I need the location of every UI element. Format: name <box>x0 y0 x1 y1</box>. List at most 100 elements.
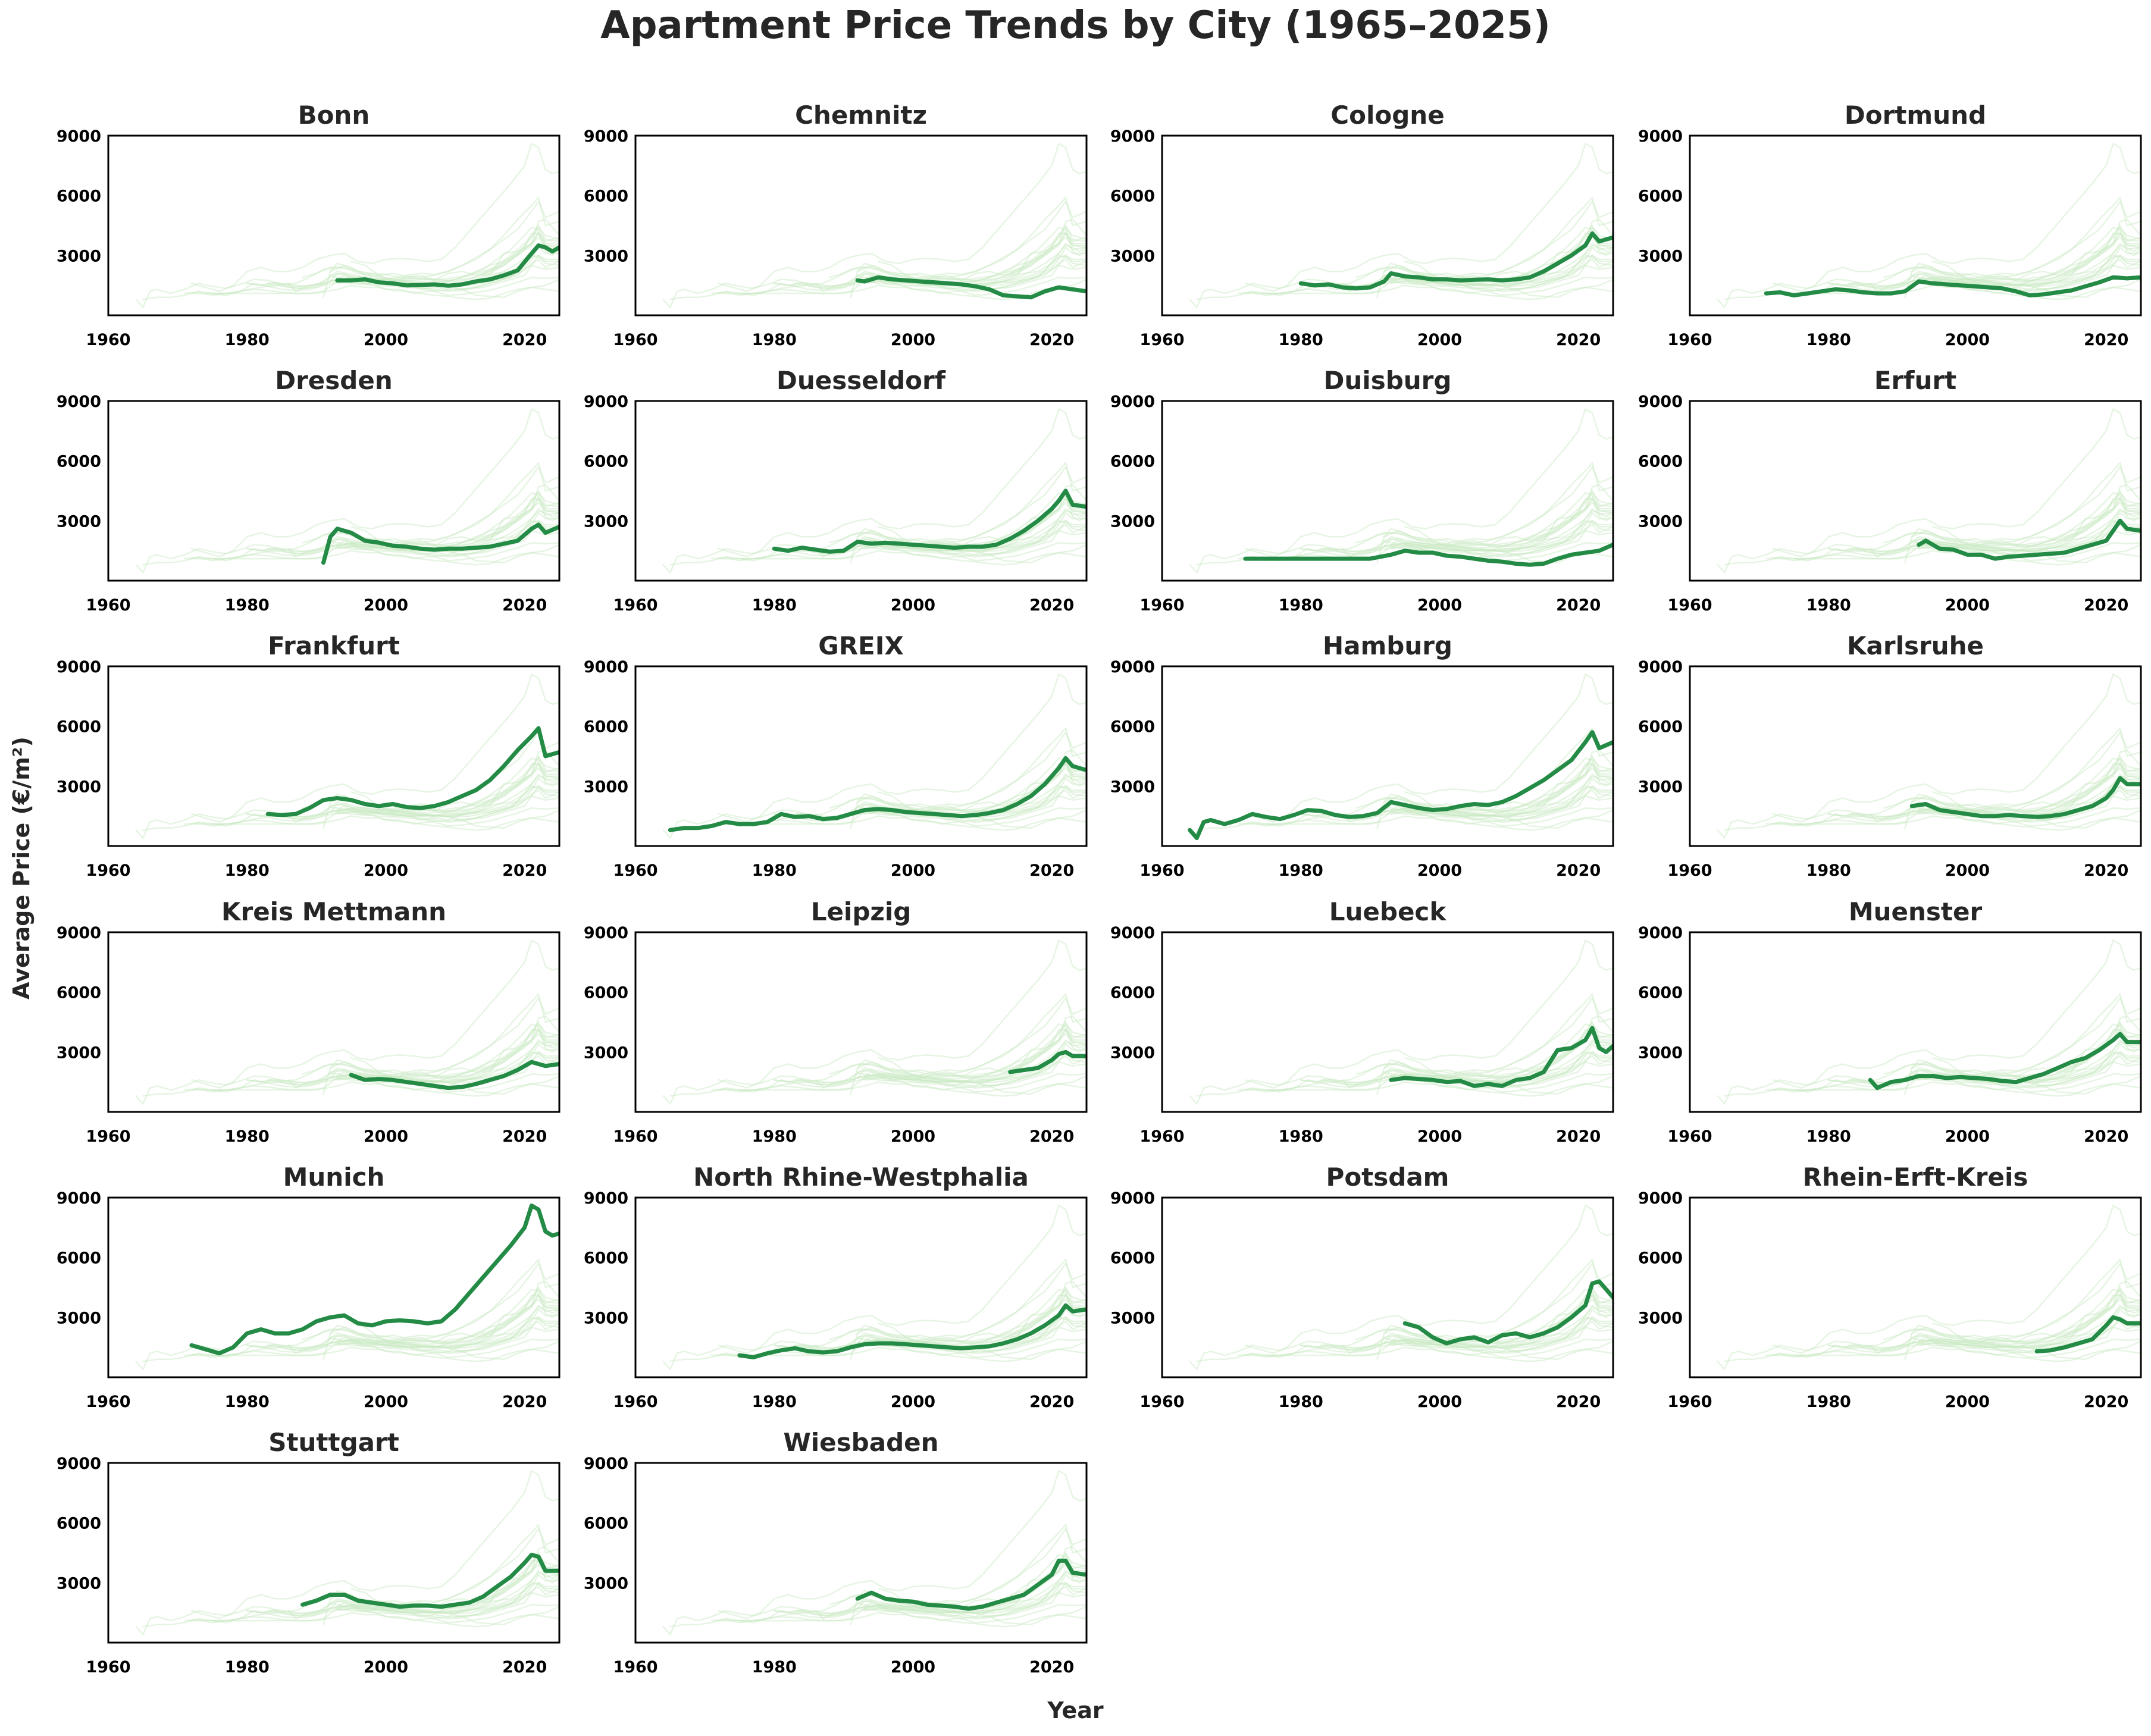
x-tick-label: 2000 <box>1945 596 1990 615</box>
context-line-muenster <box>287 1563 559 1619</box>
context-line-duesseldorf <box>246 224 559 287</box>
x-tick-label: 2020 <box>1556 1127 1601 1146</box>
context-line-bonn <box>1390 775 1613 817</box>
axes-frame <box>107 1462 561 1644</box>
context-line-wiesbaden <box>329 498 559 548</box>
y-tick-label: 9000 <box>1110 924 1155 942</box>
context-line-erfurt <box>863 520 1087 560</box>
context-line-rhein-erft-kreis <box>1508 785 1613 821</box>
context-line-hamburg <box>1189 1262 1613 1370</box>
context-line-hamburg <box>662 731 1087 839</box>
context-line-north-rhine-westphalia <box>1265 242 1613 296</box>
context-line-hamburg <box>135 466 559 574</box>
background-lines <box>1189 143 1613 308</box>
context-line-wiesbaden <box>1911 233 2141 283</box>
context-line-wiesbaden <box>856 1295 1087 1345</box>
y-tick-label: 9000 <box>584 127 628 146</box>
x-tick-label: 1960 <box>613 861 657 880</box>
y-tick-label: 6000 <box>1110 984 1155 1002</box>
context-line-potsdam <box>877 1015 1087 1079</box>
context-line-stuttgart <box>1355 1289 1613 1342</box>
context-line-duesseldorf <box>1827 224 2141 287</box>
context-line-leipzig <box>1536 255 1613 277</box>
context-line-frankfurt <box>1848 462 2141 551</box>
context-line-cologne <box>773 1029 1087 1086</box>
subplot-title: Bonn <box>298 101 370 130</box>
x-tick-label: 2000 <box>1417 861 1462 880</box>
series-line-leipzig <box>1008 1049 1087 1074</box>
context-line-duesseldorf <box>246 755 559 818</box>
y-tick-label: 9000 <box>57 1189 101 1208</box>
context-line-stuttgart <box>302 227 559 280</box>
x-tick-label: 1960 <box>1667 1393 1712 1411</box>
context-line-munich <box>1772 143 2141 292</box>
x-tick-label: 1980 <box>225 861 270 880</box>
context-line-cologne <box>246 233 559 289</box>
context-line-munich <box>718 1470 1087 1619</box>
context-line-duisburg <box>1772 809 2141 831</box>
context-line-duesseldorf <box>773 1286 1087 1349</box>
x-tick-label: 1960 <box>613 1127 657 1146</box>
context-line-leipzig <box>482 1051 559 1073</box>
background-lines <box>135 673 559 839</box>
context-line-wiesbaden <box>1911 763 2141 813</box>
context-line-duisburg <box>1244 809 1613 831</box>
subplot-title: Erfurt <box>1874 366 1956 395</box>
context-line-kreis-mettmann <box>350 795 559 823</box>
axes-frame <box>107 400 561 582</box>
y-tick-label: 6000 <box>1638 984 1683 1002</box>
context-line-muenster <box>1341 502 1613 557</box>
context-line-kreis-mettmann <box>1931 264 2141 292</box>
context-line-muenster <box>1869 502 2141 557</box>
context-line-rhein-erft-kreis <box>1508 1051 1613 1087</box>
y-tick-label: 6000 <box>1638 453 1683 471</box>
x-axis-label: Year <box>1047 1697 1104 1724</box>
series-line-greix <box>668 756 1087 832</box>
context-line-rhein-erft-kreis <box>981 785 1087 821</box>
context-line-chemnitz <box>1383 1073 1613 1095</box>
subplot-karlsruhe: Karlsruhe 1960 1980 2000 2020 3000 6000 9000 <box>1638 631 2142 880</box>
x-tick-label: 1980 <box>752 1393 797 1411</box>
y-tick-label: 6000 <box>57 187 101 206</box>
context-line-wiesbaden <box>1383 498 1613 548</box>
x-tick-label: 2000 <box>364 861 408 880</box>
x-tick-label: 2020 <box>502 331 547 349</box>
context-line-dortmund <box>711 807 1087 827</box>
context-line-dresden <box>1904 258 2141 299</box>
context-line-greix <box>142 757 559 831</box>
context-line-erfurt <box>336 1317 559 1356</box>
y-tick-label: 6000 <box>1638 1249 1683 1268</box>
context-line-duisburg <box>718 809 1087 831</box>
context-line-potsdam <box>1931 484 2141 548</box>
y-tick-label: 9000 <box>57 393 101 411</box>
y-tick-label: 6000 <box>584 453 628 471</box>
context-line-potsdam <box>1404 484 1613 548</box>
context-line-frankfurt <box>1320 993 1613 1082</box>
context-line-luebeck <box>863 230 1087 290</box>
context-line-frankfurt <box>1848 993 2141 1082</box>
context-line-erfurt <box>336 255 559 294</box>
context-line-chemnitz <box>1911 276 2141 299</box>
series-line-muenster <box>1868 1032 2141 1091</box>
context-line-bonn <box>1918 1306 2141 1349</box>
x-tick-label: 2020 <box>1556 331 1601 349</box>
background-lines <box>1196 673 1613 831</box>
x-tick-label: 2000 <box>1417 1393 1462 1411</box>
subplot-title: Munich <box>283 1162 385 1192</box>
context-line-erfurt <box>863 785 1087 825</box>
context-line-hamburg <box>1189 997 1613 1105</box>
subplot-title: Dresden <box>275 366 393 395</box>
context-line-hamburg <box>135 1262 559 1370</box>
context-line-stuttgart <box>829 757 1087 811</box>
y-tick-label: 3000 <box>1110 778 1155 796</box>
context-line-hamburg <box>662 1528 1087 1635</box>
context-line-kreis-mettmann <box>1404 264 1613 292</box>
axes-frame <box>107 665 561 847</box>
axes-frame <box>634 134 1088 317</box>
x-tick-label: 2020 <box>2084 1393 2128 1411</box>
context-line-bonn <box>1918 510 2141 552</box>
y-tick-label: 3000 <box>1110 1309 1155 1327</box>
context-line-leipzig <box>482 520 559 542</box>
axes-frame <box>1161 931 1614 1113</box>
